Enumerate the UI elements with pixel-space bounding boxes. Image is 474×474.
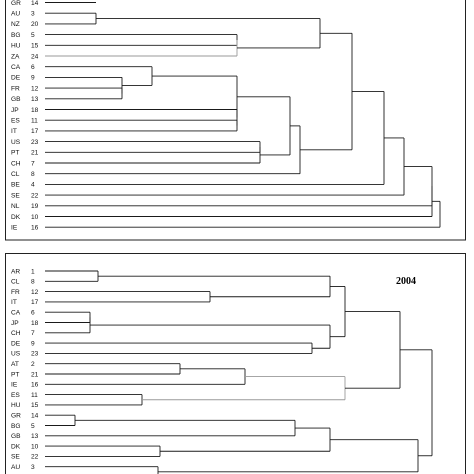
leaf-code-label: CH xyxy=(11,330,21,337)
leaf-code-label: CL xyxy=(11,279,20,286)
leaf-code-label: GB xyxy=(11,96,21,103)
leaf-number-label: 8 xyxy=(31,171,35,178)
leaf-number-label: 11 xyxy=(31,118,38,125)
leaf-code-label: CA xyxy=(11,64,21,71)
leaf-number-label: 7 xyxy=(31,160,35,167)
leaf-number-label: 16 xyxy=(31,225,39,232)
leaf-code-label: DE xyxy=(11,75,21,82)
leaf-number-label: 2 xyxy=(31,361,35,368)
leaf-code-label: BG xyxy=(11,32,21,39)
leaf-number-label: 17 xyxy=(31,128,39,135)
leaf-number-label: 21 xyxy=(31,150,39,157)
leaf-number-label: 17 xyxy=(31,299,39,306)
leaf-number-label: 6 xyxy=(31,64,35,71)
leaf-code-label: CH xyxy=(11,160,21,167)
year-label-2004: 2004 xyxy=(396,276,416,287)
leaf-code-label: SE xyxy=(11,454,20,461)
leaf-number-label: 18 xyxy=(31,320,39,327)
leaf-number-label: 15 xyxy=(31,43,39,50)
leaf-code-label: DK xyxy=(11,214,21,221)
leaf-number-label: 8 xyxy=(31,279,35,286)
leaf-number-label: 22 xyxy=(31,454,39,461)
leaf-number-label: 19 xyxy=(31,203,39,210)
leaf-code-label: ES xyxy=(11,118,20,125)
leaf-code-label: DE xyxy=(11,340,21,347)
leaf-code-label: GR xyxy=(11,413,21,420)
leaf-number-label: 9 xyxy=(31,75,35,82)
leaf-number-label: 3 xyxy=(31,11,35,18)
leaf-code-label: BE xyxy=(11,182,20,189)
bottom-panel-leaf-labels: AR 1 CL 8 FR 12 IT 17 CA 6 JP 18 CH 7 DE 9 US 23 AT 2 PT 21 IE… xyxy=(11,268,39,471)
leaf-code-label: PT xyxy=(11,371,19,378)
leaf-number-label: 20 xyxy=(31,21,39,28)
leaf-code-label: GB xyxy=(11,433,21,440)
leaf-code-label: NL xyxy=(11,203,20,210)
leaf-code-label: US xyxy=(11,139,21,146)
leaf-code-label: US xyxy=(11,351,21,358)
leaf-code-label: FR xyxy=(11,289,20,296)
leaf-number-label: 13 xyxy=(31,433,39,440)
leaf-code-label: CL xyxy=(11,171,20,178)
leaf-code-label: BG xyxy=(11,423,21,430)
leaf-number-label: 11 xyxy=(31,392,38,399)
leaf-code-label: AU xyxy=(11,464,20,471)
leaf-number-label: 12 xyxy=(31,85,39,92)
leaf-number-label: 6 xyxy=(31,310,35,317)
leaf-code-label: AT xyxy=(11,361,19,368)
leaf-code-label: IT xyxy=(11,299,17,306)
leaf-code-label: SE xyxy=(11,192,20,199)
leaf-number-label: 12 xyxy=(31,289,39,296)
leaf-code-label: NZ xyxy=(11,21,20,28)
leaf-number-label: 5 xyxy=(31,32,35,39)
leaf-number-label: 7 xyxy=(31,330,35,337)
leaf-number-label: 21 xyxy=(31,371,39,378)
leaf-number-label: 3 xyxy=(31,464,35,471)
leaf-code-label: ZA xyxy=(11,53,20,60)
leaf-code-label: GR xyxy=(11,0,21,7)
leaf-code-label: FR xyxy=(11,85,20,92)
leaf-number-label: 9 xyxy=(31,340,35,347)
leaf-number-label: 24 xyxy=(31,53,39,60)
leaf-code-label: AU xyxy=(11,11,20,18)
bottom-panel-tree xyxy=(45,270,433,474)
leaf-code-label: ES xyxy=(11,392,20,399)
leaf-number-label: 16 xyxy=(31,382,39,389)
leaf-code-label: PT xyxy=(11,150,19,157)
leaf-number-label: 14 xyxy=(31,0,39,7)
leaf-code-label: HU xyxy=(11,402,21,409)
leaf-code-label: IT xyxy=(11,128,17,135)
leaf-number-label: 13 xyxy=(31,96,39,103)
leaf-code-label: JP xyxy=(11,107,19,114)
leaf-code-label: IE xyxy=(11,382,18,389)
leaf-number-label: 15 xyxy=(31,402,39,409)
leaf-number-label: 23 xyxy=(31,139,39,146)
leaf-number-label: 10 xyxy=(31,443,39,450)
leaf-number-label: 5 xyxy=(31,423,35,430)
leaf-code-label: AR xyxy=(11,268,20,275)
leaf-number-label: 22 xyxy=(31,192,39,199)
leaf-code-label: HU xyxy=(11,43,21,50)
leaf-code-label: IE xyxy=(11,225,18,232)
leaf-code-label: CA xyxy=(11,310,21,317)
bottom-panel-frame xyxy=(5,253,466,474)
top-panel-frame xyxy=(5,0,466,241)
leaf-number-label: 14 xyxy=(31,413,39,420)
top-panel-leaf-labels: GR 14 AU 3 NZ 20 BG 5 HU 15 ZA 24 CA 6 DE 9 FR 12 GB 13 JP 18… xyxy=(11,0,39,232)
leaf-number-label: 23 xyxy=(31,351,39,358)
leaf-number-label: 4 xyxy=(31,182,35,189)
leaf-number-label: 10 xyxy=(31,214,39,221)
top-panel-tree xyxy=(45,2,441,228)
leaf-code-label: JP xyxy=(11,320,19,327)
leaf-code-label: DK xyxy=(11,443,21,450)
leaf-number-label: 1 xyxy=(31,268,35,275)
leaf-number-label: 18 xyxy=(31,107,39,114)
